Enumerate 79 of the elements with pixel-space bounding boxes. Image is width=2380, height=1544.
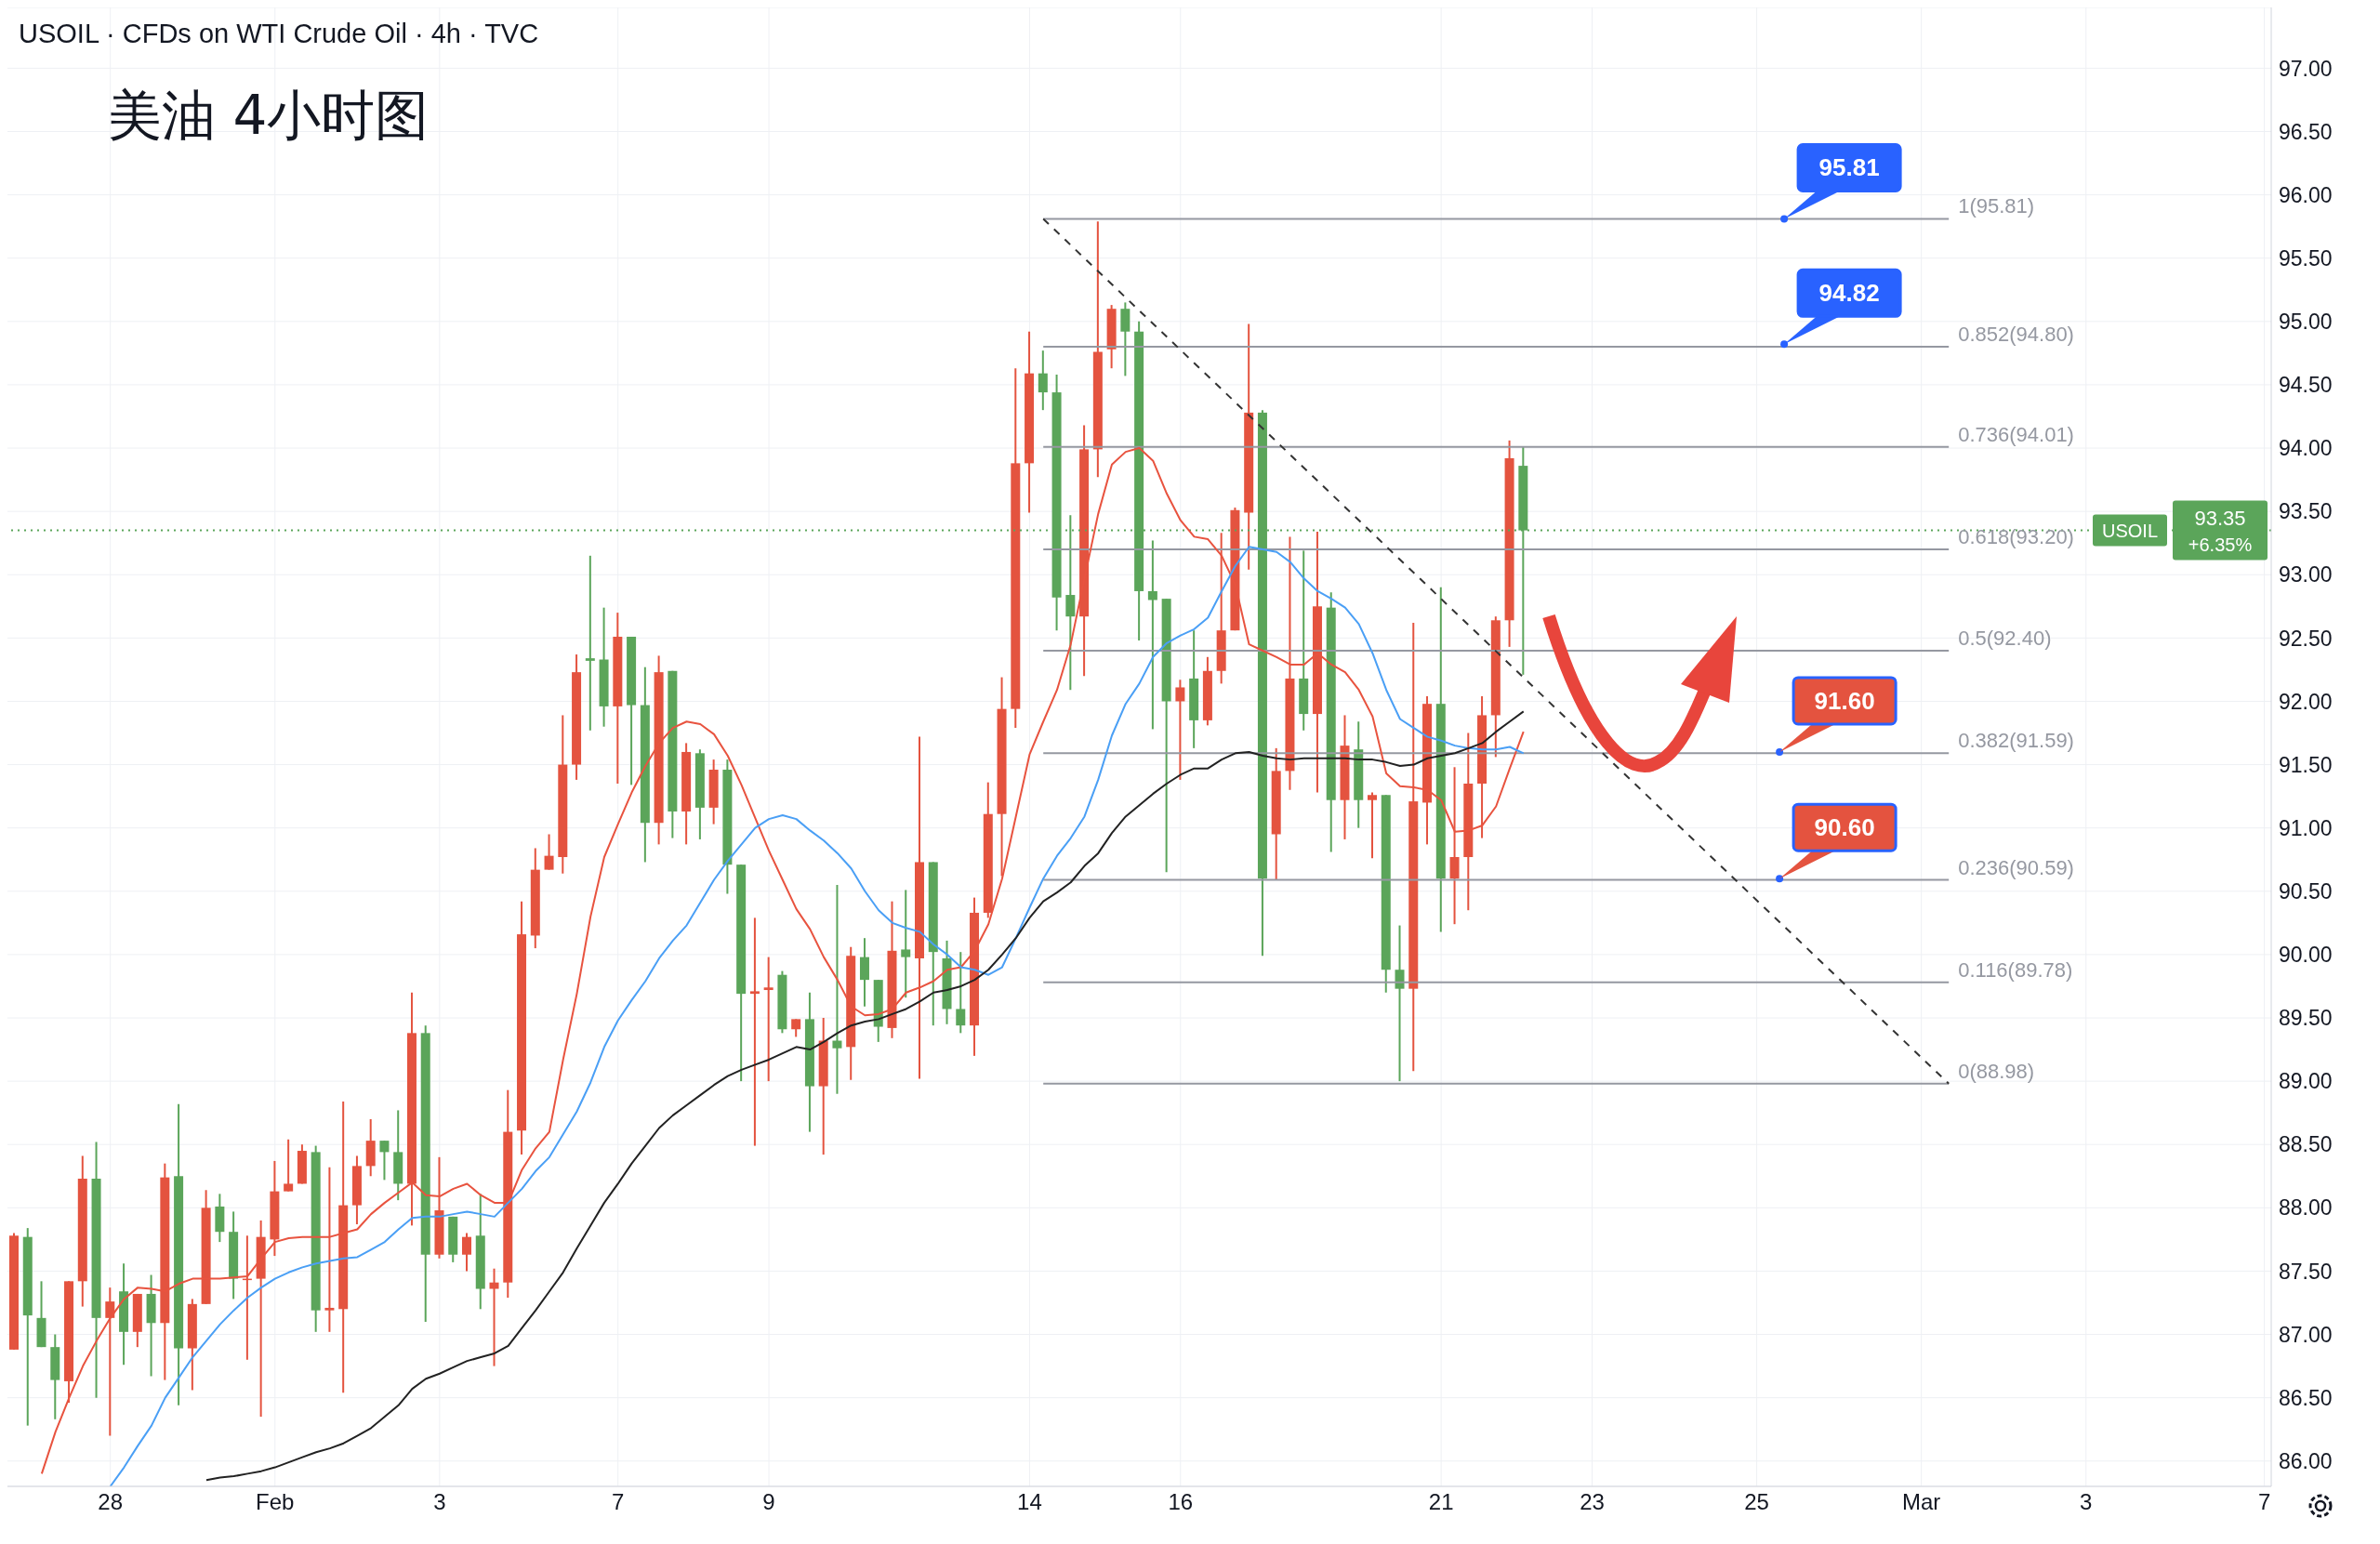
y-tick-label: 94.50 [2279,373,2333,398]
callout: 90.60 [1776,802,1897,883]
y-tick-label: 92.50 [2279,626,2333,651]
y-tick-label: 86.00 [2279,1448,2333,1473]
y-tick-label: 95.00 [2279,309,2333,334]
y-tick-label: 96.00 [2279,182,2333,207]
y-tick-label: 87.00 [2279,1322,2333,1347]
x-tick-label: 25 [1744,1489,1769,1515]
x-tick-label: 7 [2257,1489,2271,1515]
candlestick [901,889,911,999]
y-tick-label: 89.50 [2279,1006,2333,1031]
candlestick [763,956,774,1083]
candlestick [1368,791,1377,860]
annotation: 94.82 [1818,279,1880,308]
x-tick-label: 21 [1428,1489,1454,1515]
y-tick-label: 92.00 [2279,689,2333,714]
x-tick-label: Feb [256,1489,295,1515]
y-tick-label: 91.50 [2279,752,2333,777]
candlestick [832,883,842,1095]
ref-line-label: 0.116(89.78) [1958,957,2073,982]
x-tick-label: 28 [98,1489,124,1515]
candlestick [324,1166,335,1333]
callout: 94.82 [1780,268,1902,349]
y-tick-label: 88.00 [2279,1195,2333,1221]
y-tick-label: 93.50 [2279,499,2333,524]
candlestick [1038,350,1048,412]
annotation: 91.60 [1814,686,1875,715]
x-tick-label: 3 [433,1489,446,1515]
candlestick [956,951,966,1035]
candlestick [791,1018,801,1038]
y-tick-label: 90.00 [2279,943,2333,968]
candlestick [1175,679,1185,781]
candlestick [489,1267,499,1367]
chart-title: USOIL · CFDs on WTI Crude Oil · 4h · TVC [19,19,539,49]
candlestick [1147,539,1157,731]
x-tick-label: Mar [1902,1489,1941,1515]
ref-line-label: 0.852(94.80) [1958,323,2074,347]
ref-line-label: 0.5(92.40) [1958,626,2052,650]
ref-line-label: 93.35 [2194,506,2246,530]
ref-line-label: 1(95.81) [1958,194,2035,218]
ref-line-label: 0.618(93.20) [1958,525,2074,548]
y-tick-label: 93.00 [2279,562,2333,587]
ref-line-label: 0(88.98) [1958,1059,2035,1083]
candlestick [284,1138,294,1193]
x-tick-label: 14 [1017,1489,1042,1515]
y-tick-label: 94.00 [2279,436,2333,461]
x-tick-label: 7 [612,1489,625,1515]
annotation: 95.81 [1818,153,1880,182]
y-tick-label: 86.50 [2279,1385,2333,1410]
candlestick [105,1287,115,1437]
ref-line-label: 0.382(91.59) [1958,729,2074,753]
y-tick-label: 91.00 [2279,815,2333,840]
x-tick-label: 3 [2080,1489,2093,1515]
ref-line-label: 0.236(90.59) [1958,855,2074,879]
y-tick-label: 89.00 [2279,1069,2333,1094]
x-tick-label: 16 [1168,1489,1194,1515]
line-series [205,710,1525,1482]
text: 美油 4小时图 [108,83,430,149]
y-tick-label: 88.50 [2279,1132,2333,1157]
candlestick [462,1232,471,1273]
y-tick-label: 87.50 [2279,1259,2333,1284]
candlestick [379,1140,390,1181]
y-tick-label: 95.50 [2279,245,2333,271]
annotation: 90.60 [1814,813,1875,842]
callout: 91.60 [1776,676,1897,756]
ref-line-label: 0.736(94.01) [1958,422,2074,446]
candlestick [544,833,554,871]
candlestick [749,917,760,1147]
y-tick-label: 97.00 [2279,56,2333,81]
x-tick-label: 9 [762,1489,775,1515]
candlestick [1449,766,1460,926]
candlestick [1395,924,1405,1083]
annotation: +6.35% [2188,534,2253,555]
callout: 95.81 [1780,143,1902,223]
annotation: USOIL [2101,520,2159,541]
candlestick [585,554,595,732]
y-tick-label: 90.50 [2279,878,2333,904]
y-tick-label: 96.50 [2279,119,2333,144]
x-tick-label: 23 [1580,1489,1605,1515]
